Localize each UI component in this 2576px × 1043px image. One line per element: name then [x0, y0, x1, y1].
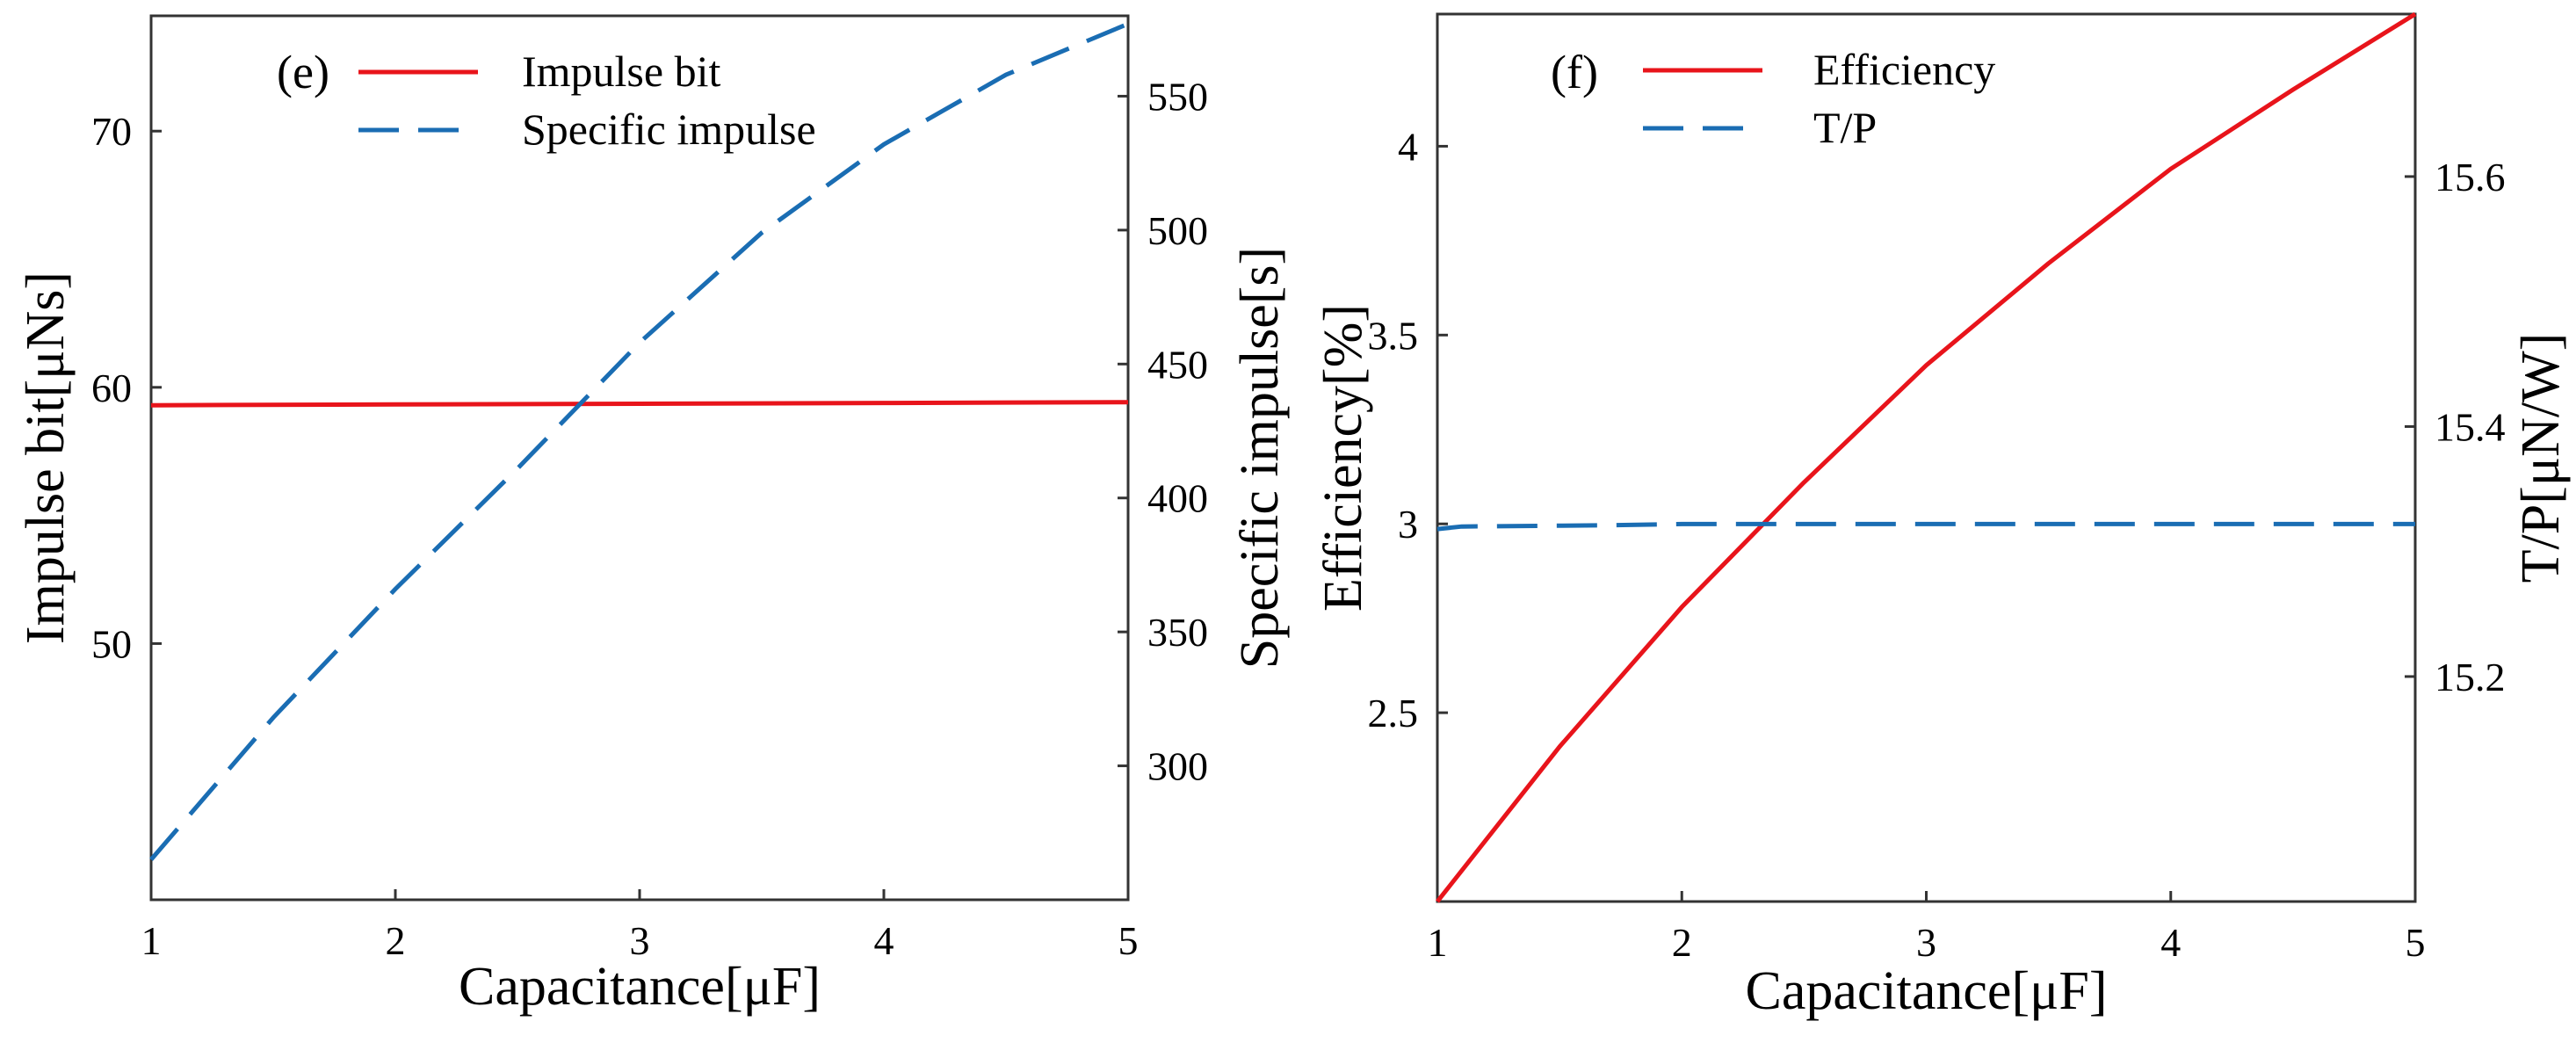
y-right-tick-label: 450 [1147, 342, 1208, 387]
y-left-tick-label: 4 [1398, 124, 1418, 169]
y-left-axis-label: Impulse bit[μNs] [16, 272, 76, 644]
x-tick-label: 1 [141, 918, 162, 963]
series-line-efficiency [1436, 11, 2417, 903]
y-left-tick-label: 60 [91, 366, 132, 410]
x-tick-label: 2 [1672, 920, 1692, 965]
chart-panel-f: 1 2 3 4 5 2.5 3 3.5 4 15.2 15.4 15.6 Capacitance[μF]… [1313, 11, 2571, 1021]
x-tick-label: 3 [1916, 920, 1936, 965]
legend-entry: Impulse bit [522, 47, 720, 96]
x-tick-label: 2 [386, 918, 406, 963]
x-tick-label: 5 [1118, 918, 1139, 963]
x-tick-label: 3 [630, 918, 650, 963]
y-left-tick-label: 50 [91, 621, 132, 666]
x-tick-label: 5 [2406, 920, 2426, 965]
x-tick-label: 4 [2160, 920, 2181, 965]
y-right-tick-label: 550 [1147, 74, 1208, 119]
y-right-tick-label: 400 [1147, 476, 1208, 521]
y-left-tick-label: 2.5 [1368, 691, 1419, 735]
y-right-tick-label: 15.2 [2435, 655, 2506, 699]
x-tick-label: 1 [1428, 920, 1448, 965]
panel-label: (e) [277, 46, 329, 98]
chart-panel-e: 1 2 3 4 5506070300350400450500550Capacitance… [16, 14, 1290, 1017]
x-axis-label: Capacitance[μF] [1746, 961, 2108, 1021]
x-axis-label: Capacitance[μF] [459, 957, 821, 1017]
legend-entry: Efficiency [1813, 45, 1995, 94]
y-left-tick-label: 70 [91, 109, 132, 154]
legend-entry: Specific impulse [522, 105, 816, 154]
panel-label: (f) [1551, 46, 1598, 98]
y-right-tick-label: 500 [1147, 208, 1208, 253]
y-right-axis-label: T/P[μN/W] [2511, 333, 2571, 583]
y-right-tick-label: 300 [1147, 744, 1208, 789]
y-right-tick-label: 15.4 [2435, 404, 2506, 449]
series-line-impulse-bit [150, 400, 1129, 408]
y-left-tick-label: 3 [1398, 502, 1418, 547]
y-right-tick-label: 350 [1147, 610, 1208, 655]
y-right-axis-label: Specific impulse[s] [1230, 247, 1290, 669]
plot-frame [1436, 12, 2417, 903]
y-left-axis-label: Efficiency[%] [1313, 304, 1373, 612]
series-line-specific-impulse [149, 21, 1129, 861]
y-right-tick-label: 15.6 [2435, 155, 2506, 199]
legend-entry: T/P [1813, 103, 1877, 152]
x-tick-label: 4 [874, 918, 894, 963]
y-left-tick-label: 3.5 [1368, 313, 1419, 358]
series-line-t-p [1436, 521, 2415, 532]
